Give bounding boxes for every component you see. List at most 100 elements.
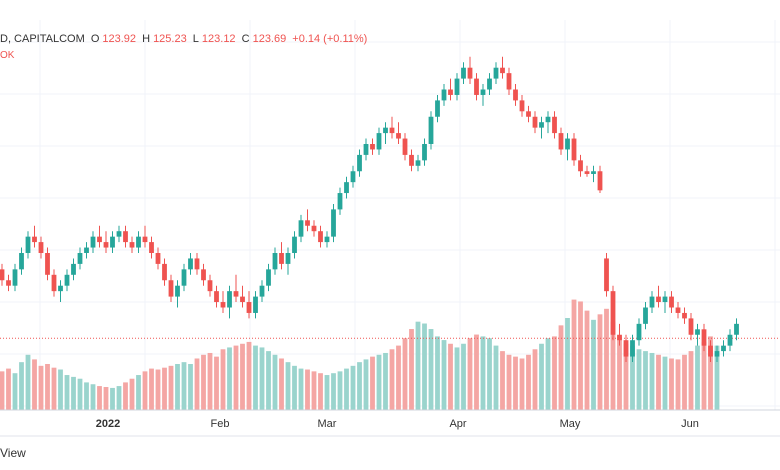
- candle-body: [480, 89, 486, 95]
- candle-body: [630, 340, 635, 357]
- candle-body: [201, 269, 206, 281]
- volume-bar: [409, 329, 414, 410]
- candle-body: [513, 89, 518, 101]
- candle-body: [116, 231, 122, 237]
- candle-body: [285, 253, 291, 264]
- volume-bar: [97, 386, 102, 410]
- candle-body: [298, 220, 304, 237]
- volume-bar: [181, 362, 187, 410]
- volume-bar: [688, 351, 694, 410]
- volume-bar: [344, 368, 349, 410]
- volume-bar: [123, 382, 128, 410]
- volume-bar: [422, 323, 427, 410]
- volume-bar: [6, 368, 11, 410]
- candle-body: [610, 291, 616, 335]
- volume-bar: [116, 386, 122, 410]
- volume-bar: [136, 375, 141, 410]
- volume-bar: [467, 338, 473, 410]
- legend-low-value: 123.12: [201, 33, 236, 45]
- volume-bar: [305, 369, 310, 410]
- candle-body: [734, 323, 739, 335]
- volume-bar: [201, 354, 206, 410]
- candle-body: [662, 296, 668, 303]
- candle-body: [311, 225, 317, 232]
- candle-body: [194, 258, 200, 270]
- candle-body: [12, 269, 18, 286]
- candle-body: [51, 274, 57, 292]
- candle-body: [701, 329, 707, 346]
- volume-bar: [168, 365, 174, 410]
- volume-bar: [396, 345, 401, 410]
- candle-body: [617, 334, 622, 341]
- candle-body: [155, 253, 161, 264]
- volume-bar: [227, 347, 232, 410]
- candle-body: [532, 116, 538, 128]
- volume-bar: [643, 351, 648, 410]
- legend-high-value: 125.23: [153, 33, 187, 45]
- candle-body: [214, 291, 219, 303]
- volume-bar: [32, 359, 37, 410]
- volume-bar: [545, 338, 551, 410]
- volume-legend-label: OK: [0, 50, 15, 61]
- candle-body: [474, 78, 479, 95]
- candle-body: [123, 231, 128, 243]
- candle-body: [441, 89, 447, 101]
- volume-bar: [103, 387, 109, 410]
- candle-body: [545, 116, 551, 123]
- candle-body: [526, 111, 531, 117]
- candle-body: [500, 67, 505, 74]
- volume-bar: [682, 354, 687, 410]
- volume-bar: [162, 367, 167, 410]
- legend-high-label: H: [142, 33, 151, 45]
- volume-bar: [246, 341, 252, 410]
- volume-bar: [662, 356, 668, 410]
- candle-body: [129, 242, 135, 248]
- candle-body: [337, 193, 343, 210]
- footer-view-label[interactable]: View: [0, 446, 26, 460]
- candle-body: [519, 100, 525, 112]
- x-tick-label: Jun: [681, 418, 699, 430]
- candle-body: [383, 127, 388, 134]
- candle-body: [591, 171, 596, 174]
- candle-body: [357, 154, 362, 172]
- volume-bar: [383, 352, 388, 410]
- volume-bar: [480, 336, 486, 410]
- candle-body: [0, 269, 5, 281]
- candle-body: [695, 329, 700, 335]
- volume-bar: [695, 345, 700, 410]
- candle-body: [168, 280, 174, 297]
- volume-bar: [45, 364, 50, 410]
- candle-body: [461, 67, 466, 79]
- volume-bar: [64, 375, 70, 410]
- candle-body: [396, 133, 401, 139]
- volume-bar: [597, 314, 603, 410]
- volume-bar: [363, 359, 369, 410]
- legend-close-label: C: [241, 33, 250, 45]
- candle-body: [64, 274, 70, 286]
- candle-body: [370, 144, 375, 150]
- volume-bar: [240, 343, 245, 410]
- candle-body: [175, 285, 180, 297]
- volume-bar: [454, 347, 460, 410]
- legend-low-label: L: [192, 33, 199, 45]
- volume-bar: [12, 373, 18, 410]
- candle-body: [84, 247, 89, 253]
- volume-bar: [149, 368, 154, 410]
- candle-body: [318, 231, 323, 243]
- volume-bar: [110, 387, 115, 410]
- candle-body: [266, 269, 271, 286]
- candle-body: [428, 116, 434, 144]
- volume-bar: [552, 336, 557, 410]
- volume-bar: [708, 336, 713, 410]
- candle-body: [45, 253, 50, 275]
- volume-bar: [357, 362, 362, 410]
- volume-bar: [207, 352, 213, 410]
- volume-bar: [435, 336, 440, 410]
- volume-bar: [253, 345, 258, 410]
- volume-bar: [565, 318, 570, 410]
- volume-bar: [441, 340, 447, 410]
- volume-bar: [376, 354, 382, 410]
- x-tick-label: 2022: [96, 418, 120, 430]
